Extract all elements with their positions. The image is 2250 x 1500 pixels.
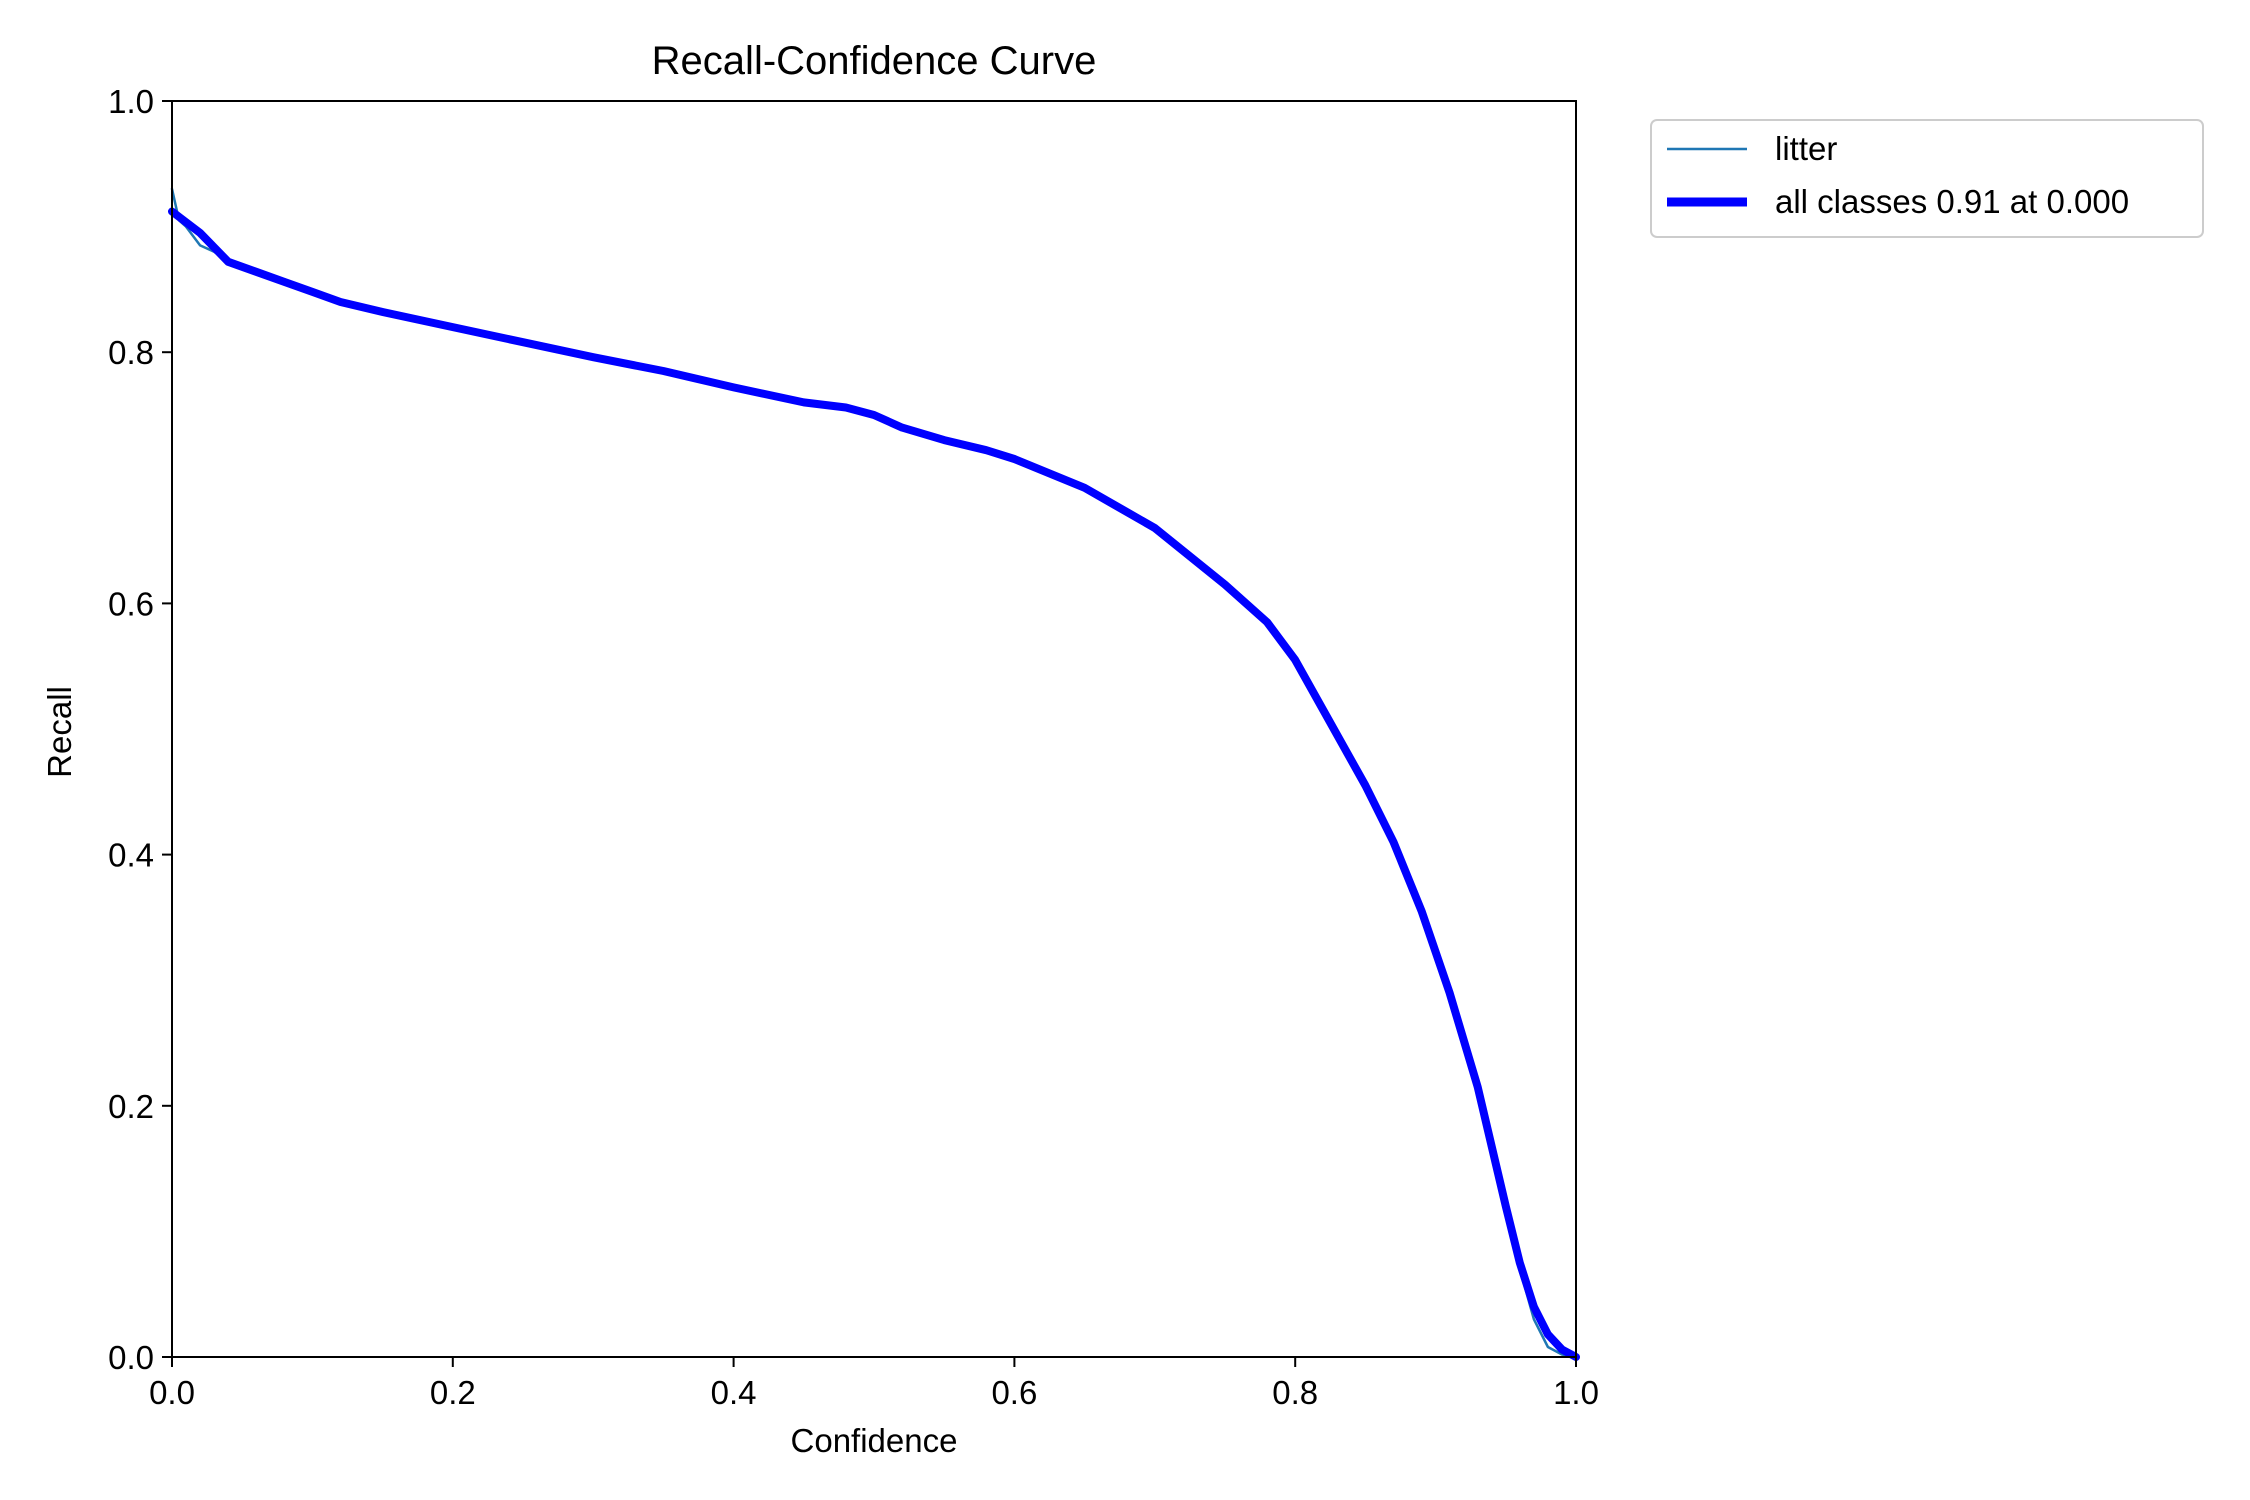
chart-title: Recall-Confidence Curve [652,39,1097,83]
plot-area [168,100,1580,1361]
x-tick-label: 1.0 [1553,1374,1599,1411]
legend: litter all classes 0.91 at 0.000 [1650,119,2204,238]
x-axis-ticks: 0.0 0.2 0.4 0.6 0.8 1.0 [149,1357,1599,1411]
x-tick-label: 0.2 [430,1374,476,1411]
legend-box [1650,119,2204,238]
legend-label-litter: litter [1775,130,1837,167]
y-axis-label: Recall [41,686,78,778]
y-tick-label: 0.2 [108,1088,154,1125]
x-tick-label: 0.6 [991,1374,1037,1411]
plot-frame [171,100,1577,1358]
x-tick-label: 0.0 [149,1374,195,1411]
y-tick-label: 0.6 [108,585,154,622]
y-axis-ticks: 0.0 0.2 0.4 0.6 0.8 1.0 [108,83,172,1376]
legend-label-all-classes: all classes 0.91 at 0.000 [1775,183,2129,220]
y-tick-label: 1.0 [108,83,154,120]
y-tick-label: 0.0 [108,1339,154,1376]
y-tick-label: 0.4 [108,837,154,874]
x-tick-label: 0.8 [1272,1374,1318,1411]
series-line-all-classes [168,207,1580,1361]
x-tick-label: 0.4 [711,1374,757,1411]
x-axis-label: Confidence [791,1422,958,1459]
y-tick-label: 0.8 [108,334,154,371]
